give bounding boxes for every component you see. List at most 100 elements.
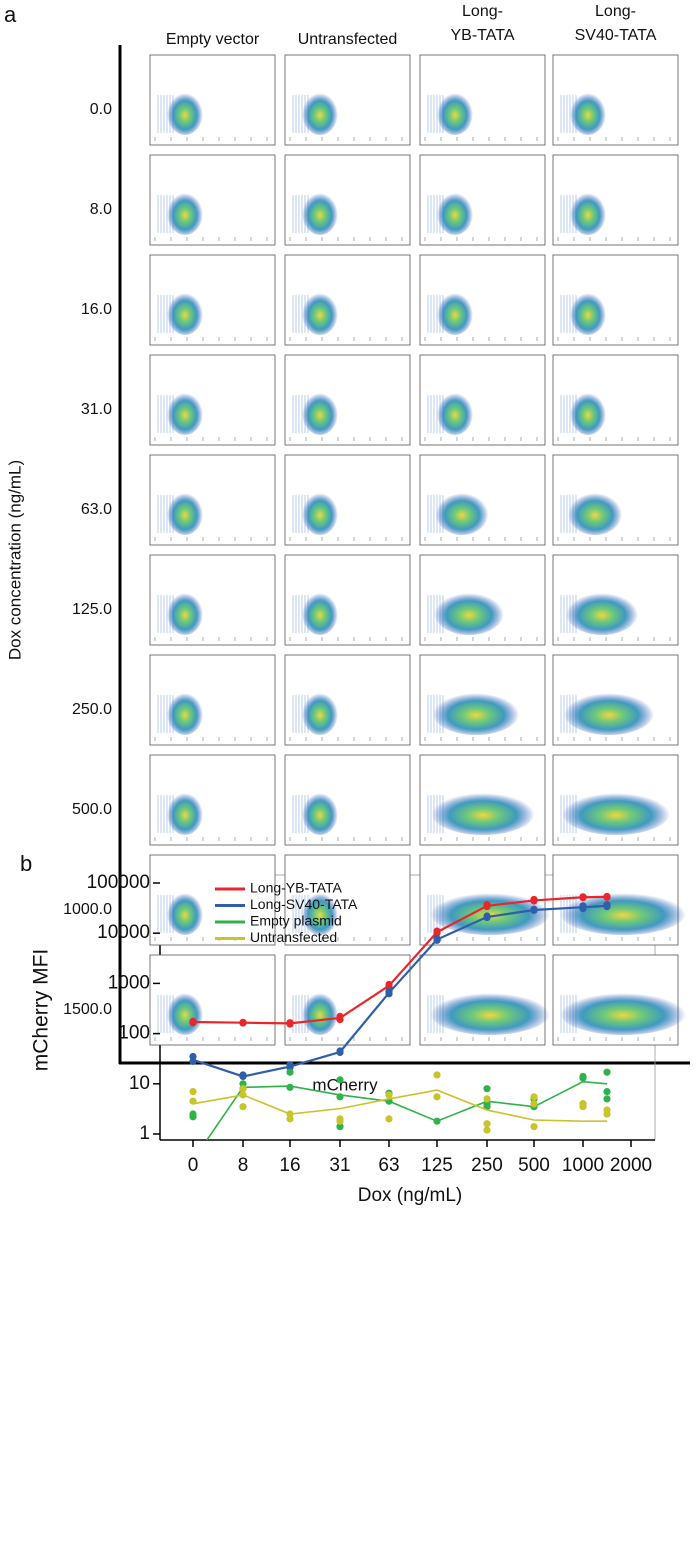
- series-line: [192, 1089, 607, 1122]
- scatter-cloud: [560, 991, 686, 1035]
- scatter-cloud: [302, 191, 338, 235]
- scatter-panel: [149, 754, 276, 846]
- replicate-point: [579, 1074, 587, 1082]
- series-line: [192, 895, 608, 1025]
- replicate-point: [336, 1048, 344, 1057]
- replicate-point: [286, 1020, 294, 1028]
- x-tick-label: 8: [238, 1155, 249, 1176]
- x-axis-label: mCherry: [312, 1075, 378, 1094]
- scatter-cloud: [434, 591, 504, 635]
- scatter-cloud: [167, 991, 203, 1035]
- replicate-point: [385, 990, 393, 998]
- replicate-point: [483, 1085, 491, 1093]
- replicate-point: [239, 1072, 247, 1081]
- scatter-cloud: [431, 791, 535, 835]
- replicate-point: [336, 1076, 344, 1084]
- scatter-cloud: [568, 491, 622, 535]
- replicate-point: [433, 936, 441, 944]
- scatter-panel: [552, 54, 679, 146]
- replicate-point: [483, 1120, 491, 1128]
- replicate-point: [286, 1068, 294, 1076]
- replicate-point: [433, 1117, 441, 1125]
- scatter-cloud: [167, 291, 203, 335]
- replicate-point: [483, 1126, 491, 1134]
- y-tick-label: 1: [139, 1123, 150, 1144]
- scatter-cloud: [167, 791, 203, 835]
- column-header: Long-: [595, 3, 636, 20]
- legend-label: Untransfected: [250, 929, 337, 945]
- scatter-panel: [284, 654, 411, 746]
- scatter-cloud: [570, 391, 606, 435]
- scatter-panel: [149, 954, 276, 1046]
- scatter-cloud: [167, 891, 203, 935]
- replicate-point: [189, 1057, 197, 1065]
- scatter-cloud: [430, 991, 550, 1035]
- replicate-point: [189, 1087, 197, 1096]
- scatter-cloud: [167, 491, 203, 535]
- scatter-panel: [552, 354, 679, 446]
- scatter-panel: [284, 454, 411, 546]
- replicate-point: [286, 1110, 294, 1118]
- scatter-cloud: [167, 691, 203, 735]
- column-header: Long-: [462, 3, 503, 20]
- scatter-cloud: [437, 291, 473, 335]
- scatter-panel: [552, 254, 679, 346]
- scatter-panel: [284, 54, 411, 146]
- replicate-point: [336, 1117, 344, 1125]
- scatter-cloud: [437, 91, 473, 135]
- scatter-cloud: [560, 891, 686, 935]
- replicate-point: [385, 1115, 393, 1123]
- scatter-cloud: [435, 491, 489, 535]
- scatter-cloud: [302, 991, 338, 1035]
- x-tick-label: 500: [518, 1155, 550, 1176]
- x-tick-label: 2000: [610, 1155, 652, 1176]
- scatter-cloud: [302, 491, 338, 535]
- replicate-point: [483, 902, 491, 911]
- x-tick-label: 125: [421, 1155, 453, 1176]
- scatter-panel: [284, 154, 411, 246]
- row-label: 250.0: [72, 701, 112, 718]
- replicate-point: [239, 1091, 247, 1099]
- replicate-point: [239, 1019, 247, 1027]
- row-label: 63.0: [81, 501, 112, 518]
- scatter-panel: [284, 354, 411, 446]
- panel-label: b: [20, 851, 32, 876]
- replicate-point: [579, 1103, 587, 1111]
- scatter-cloud: [437, 191, 473, 235]
- x-axis-label: Dox (ng/mL): [358, 1185, 463, 1206]
- y-tick-label: 1000: [108, 972, 150, 993]
- replicate-point: [336, 1093, 344, 1101]
- replicate-point: [239, 1103, 247, 1111]
- row-label: 1500.0: [63, 1001, 112, 1018]
- replicate-point: [336, 1016, 344, 1024]
- replicate-point: [336, 1123, 344, 1131]
- scatter-panel: [149, 154, 276, 246]
- legend-label: Long-SV40-TATA: [250, 896, 358, 912]
- replicate-point: [530, 1100, 538, 1108]
- scatter-cloud: [167, 591, 203, 635]
- replicate-point: [530, 1123, 538, 1131]
- scatter-cloud: [562, 791, 670, 835]
- replicate-point: [385, 1091, 393, 1099]
- scatter-panel: [284, 954, 411, 1046]
- row-label: 125.0: [72, 601, 112, 618]
- replicate-point: [603, 902, 611, 911]
- row-label: 0.0: [90, 101, 112, 118]
- replicate-point: [579, 894, 587, 902]
- scatter-panel: [149, 254, 276, 346]
- panel-label: a: [4, 2, 17, 27]
- row-label: 31.0: [81, 401, 112, 418]
- x-tick-label: 63: [378, 1155, 399, 1176]
- scatter-panel: [419, 54, 546, 146]
- replicate-point: [189, 1097, 197, 1105]
- row-label: 8.0: [90, 201, 112, 218]
- row-label: 1000.0: [63, 901, 112, 918]
- scatter-cloud: [167, 191, 203, 235]
- replicate-point: [483, 913, 491, 922]
- scatter-cloud: [302, 91, 338, 135]
- scatter-panel: [284, 254, 411, 346]
- y-tick-label: 10: [129, 1073, 150, 1094]
- replicate-point: [239, 1085, 247, 1093]
- x-tick-label: 31: [329, 1155, 350, 1176]
